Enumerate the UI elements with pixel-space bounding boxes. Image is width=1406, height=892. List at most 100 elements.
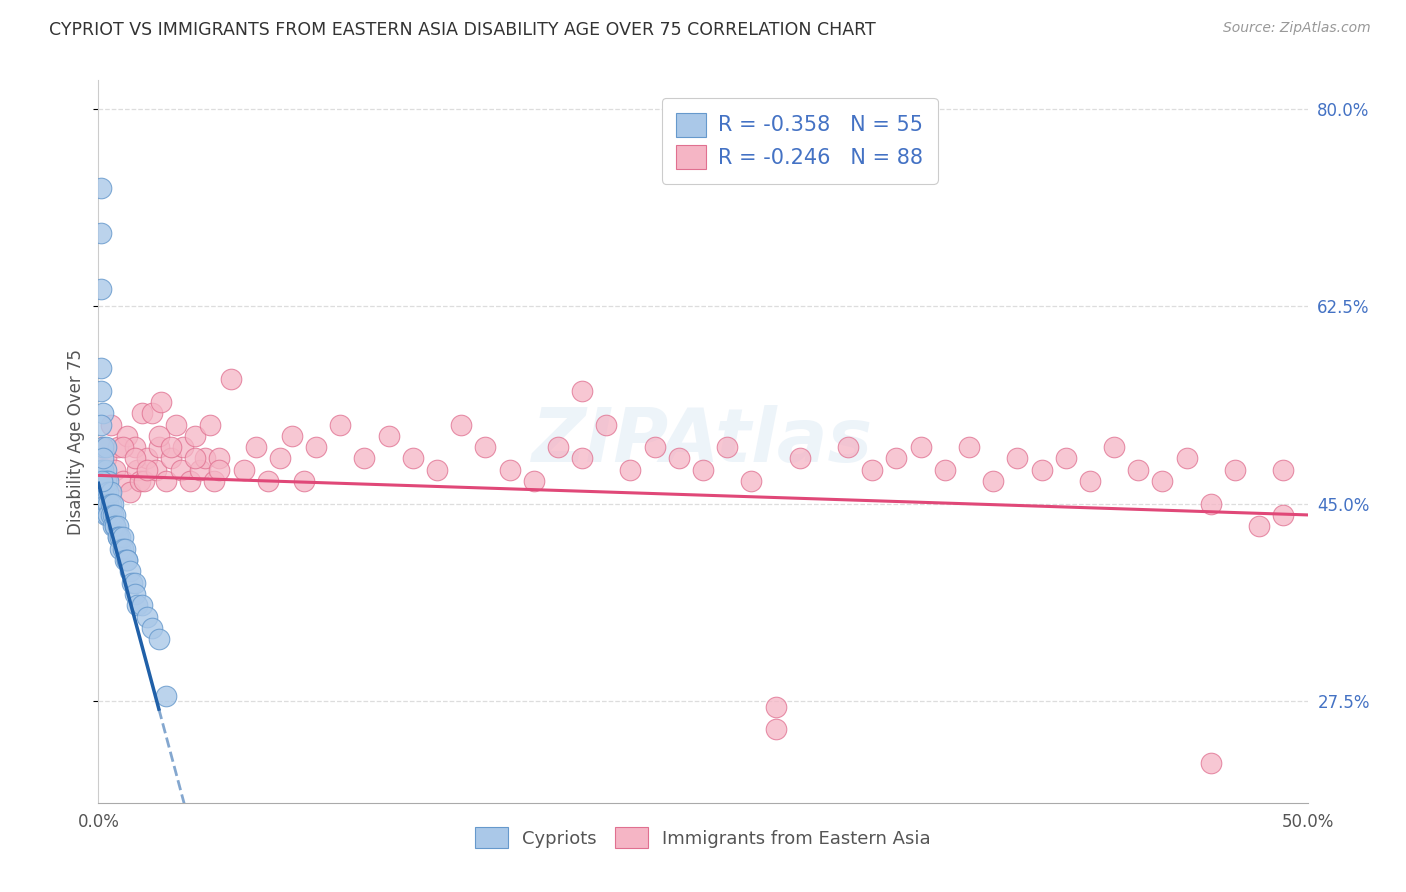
Point (135, 609, 157, 624)
Point (981, 474, 1004, 488)
Point (104, 508, 127, 522)
Point (245, 440, 267, 454)
Point (124, 575, 146, 590)
Point (94, 451, 117, 466)
Point (117, 553, 139, 567)
Point (148, 632, 170, 646)
Point (595, 417, 617, 432)
Point (837, 440, 859, 454)
Point (934, 463, 956, 477)
Point (100, 417, 122, 432)
Text: CYPRIOT VS IMMIGRANTS FROM EASTERN ASIA DISABILITY AGE OVER 75 CORRELATION CHART: CYPRIOT VS IMMIGRANTS FROM EASTERN ASIA … (49, 21, 876, 38)
Point (886, 451, 908, 466)
Point (860, 463, 883, 477)
Point (377, 429, 399, 443)
Point (148, 440, 170, 454)
Point (179, 474, 201, 488)
Point (121, 575, 143, 590)
Point (114, 553, 136, 567)
Point (91, 451, 114, 466)
Point (1272, 508, 1295, 522)
Point (117, 429, 139, 443)
Point (716, 440, 738, 454)
Point (184, 429, 207, 443)
Point (644, 440, 666, 454)
Point (135, 463, 157, 477)
Point (97, 485, 120, 500)
Point (90, 361, 112, 376)
Point (124, 440, 146, 454)
Point (111, 440, 134, 454)
Point (155, 689, 177, 703)
Point (97, 508, 120, 522)
Point (91, 474, 114, 488)
Point (765, 699, 787, 714)
Point (94, 497, 117, 511)
Point (124, 587, 146, 601)
Point (184, 451, 207, 466)
Point (329, 417, 352, 432)
Point (118, 565, 141, 579)
Point (172, 440, 194, 454)
Point (269, 451, 291, 466)
Point (1054, 451, 1077, 466)
Point (1102, 440, 1125, 454)
Point (90, 440, 112, 454)
Point (141, 621, 163, 635)
Point (1223, 463, 1246, 477)
Point (155, 474, 177, 488)
Point (281, 429, 304, 443)
Point (114, 541, 136, 556)
Point (571, 384, 593, 398)
Point (90, 417, 112, 432)
Point (426, 463, 449, 477)
Point (128, 474, 150, 488)
Point (571, 451, 593, 466)
Point (111, 474, 134, 488)
Point (498, 463, 520, 477)
Point (1272, 463, 1295, 477)
Point (90, 384, 112, 398)
Point (117, 553, 139, 567)
Point (204, 474, 226, 488)
Point (198, 417, 221, 432)
Point (94, 463, 117, 477)
Point (100, 508, 122, 522)
Point (910, 440, 932, 454)
Point (108, 541, 131, 556)
Point (1199, 756, 1222, 771)
Point (100, 485, 122, 500)
Point (111, 531, 134, 545)
Point (104, 519, 127, 533)
Text: Source: ZipAtlas.com: Source: ZipAtlas.com (1223, 21, 1371, 35)
Point (91, 485, 114, 500)
Point (1031, 463, 1053, 477)
Point (108, 531, 131, 545)
Point (104, 463, 127, 477)
Point (208, 451, 231, 466)
Point (619, 463, 641, 477)
Legend: Cypriots, Immigrants from Eastern Asia: Cypriots, Immigrants from Eastern Asia (468, 820, 938, 855)
Point (141, 406, 163, 420)
Point (101, 508, 124, 522)
Point (1078, 474, 1101, 488)
Point (124, 451, 146, 466)
Point (765, 723, 787, 737)
Point (135, 451, 157, 466)
Point (194, 451, 217, 466)
Point (450, 417, 472, 432)
Point (474, 440, 496, 454)
Point (97, 474, 120, 488)
Point (91, 440, 114, 454)
Point (91, 406, 114, 420)
Point (221, 372, 243, 386)
Point (1007, 451, 1029, 466)
Point (107, 531, 129, 545)
Point (305, 440, 328, 454)
Point (160, 451, 183, 466)
Point (104, 519, 127, 533)
Point (90, 226, 112, 240)
Point (160, 440, 183, 454)
Point (127, 599, 149, 613)
Point (107, 531, 129, 545)
